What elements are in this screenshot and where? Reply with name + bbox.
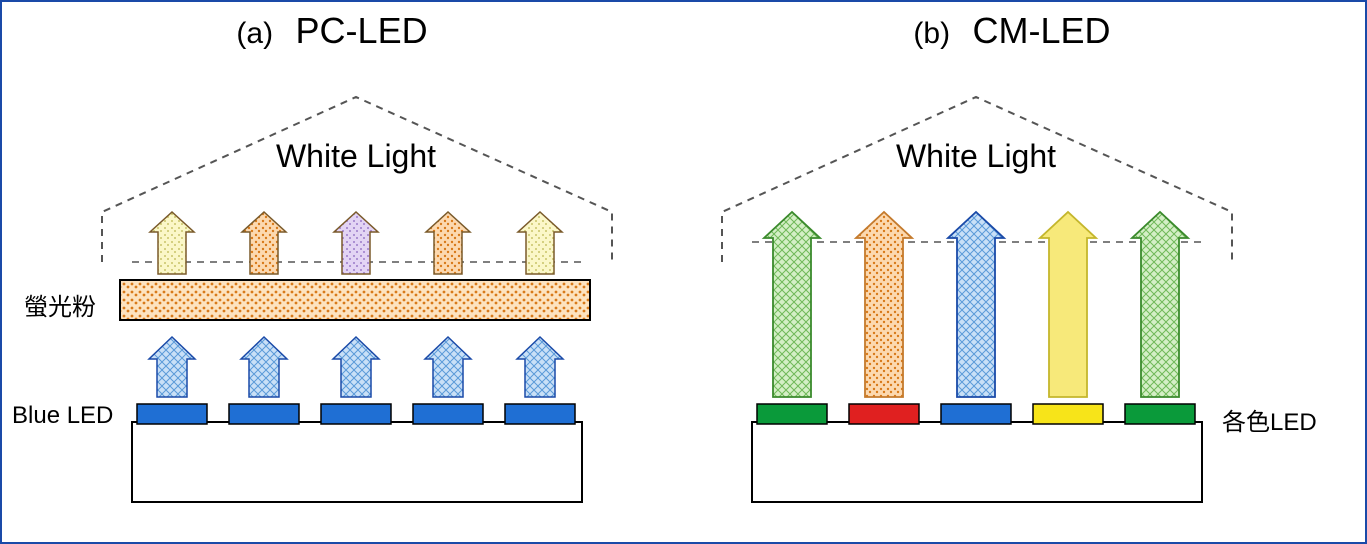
converted-light-arrow [426, 212, 470, 274]
white-light-label: White Light [276, 138, 436, 174]
converted-light-arrow [518, 212, 562, 274]
led-chip [229, 404, 299, 424]
led-chip [849, 404, 919, 424]
led-chip [1125, 404, 1195, 424]
blue-light-arrow [149, 337, 195, 397]
led-chip [321, 404, 391, 424]
converted-light-arrow [150, 212, 194, 274]
blue-light-arrow [517, 337, 563, 397]
panel-pc-led: (a) PC-LED 螢光粉 Blue LED [2, 2, 662, 542]
color-light-arrow [856, 212, 912, 397]
converted-light-arrow [242, 212, 286, 274]
blue-light-arrow [241, 337, 287, 397]
led-chip [413, 404, 483, 424]
led-chip [941, 404, 1011, 424]
converted-light-arrow [334, 212, 378, 274]
led-chip [1033, 404, 1103, 424]
led-chip [505, 404, 575, 424]
led-chip [757, 404, 827, 424]
led-chip [137, 404, 207, 424]
panel-a-svg: White Light [2, 2, 662, 542]
figure-frame: (a) PC-LED 螢光粉 Blue LED [0, 0, 1367, 544]
substrate [132, 422, 582, 502]
panel-b-svg: White Light [662, 2, 1362, 542]
white-light-label: White Light [896, 138, 1056, 174]
blue-light-arrow [425, 337, 471, 397]
color-light-arrow [948, 212, 1004, 397]
color-light-arrow [764, 212, 820, 397]
substrate [752, 422, 1202, 502]
color-light-arrow [1132, 212, 1188, 397]
blue-light-arrow [333, 337, 379, 397]
phosphor-layer [120, 280, 590, 320]
color-light-arrow [1040, 212, 1096, 397]
panel-cm-led: (b) CM-LED 各色LED White Light [662, 2, 1362, 542]
